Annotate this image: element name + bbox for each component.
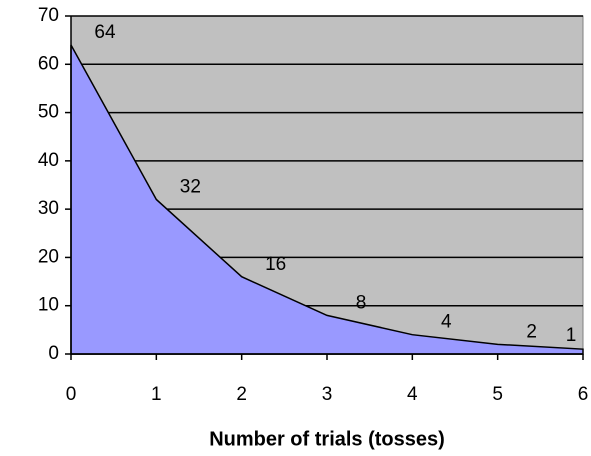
data-label: 2 xyxy=(526,321,537,342)
x-tick-label: 4 xyxy=(407,384,418,405)
x-tick-label: 0 xyxy=(66,384,77,405)
y-tick-label: 60 xyxy=(38,53,59,74)
y-tick-label: 40 xyxy=(38,150,59,171)
x-tick-label: 1 xyxy=(151,384,162,405)
x-tick-label: 2 xyxy=(236,384,247,405)
data-label: 8 xyxy=(356,292,367,313)
data-label: 4 xyxy=(441,312,452,333)
y-tick-label: 0 xyxy=(48,343,59,364)
y-tick-label: 30 xyxy=(38,198,59,219)
x-tick-label: 6 xyxy=(578,384,589,405)
y-tick-label: 10 xyxy=(38,295,59,316)
data-label: 16 xyxy=(265,254,286,275)
data-label: 32 xyxy=(180,177,201,198)
data-label: 64 xyxy=(94,22,116,43)
x-axis-title: Number of trials (tosses) xyxy=(209,428,445,450)
y-tick-label: 70 xyxy=(38,5,59,26)
area xyxy=(70,44,584,355)
y-tick-label: 50 xyxy=(38,102,59,123)
data-label: 1 xyxy=(566,325,577,346)
y-tick-label: 20 xyxy=(38,246,59,267)
x-tick-label: 5 xyxy=(492,384,503,405)
x-tick-label: 3 xyxy=(322,384,333,405)
